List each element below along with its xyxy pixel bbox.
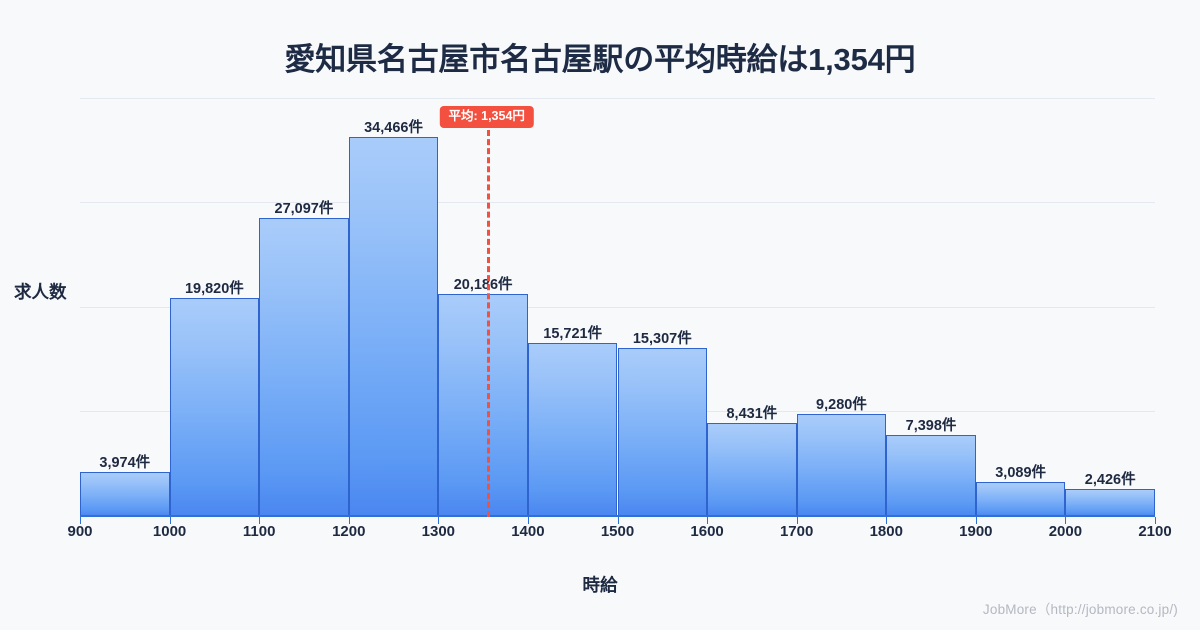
histogram-bar[interactable] <box>975 482 1066 516</box>
histogram-bar[interactable] <box>1065 489 1155 516</box>
x-axis-tick-label: 1600 <box>690 523 724 540</box>
x-axis-tick-mark <box>796 517 798 524</box>
bar-value-label: 15,307件 <box>632 330 692 347</box>
x-axis-tick-label: 1400 <box>511 523 545 540</box>
x-axis-tick-label: 1700 <box>779 523 814 540</box>
gridline <box>80 307 1155 308</box>
x-axis-tick-mark <box>438 517 440 524</box>
x-axis-tick-label: 1100 <box>242 523 276 540</box>
x-axis-tick-mark <box>1155 517 1156 524</box>
bar-value-label: 7,398件 <box>905 417 957 434</box>
x-axis-tick-mark <box>80 517 81 524</box>
average-badge: 平均: 1,354円 <box>439 106 534 128</box>
bar-value-label: 34,466件 <box>364 119 423 136</box>
x-axis-tick-mark <box>527 517 529 524</box>
x-axis-tick-mark <box>617 517 619 524</box>
bar-value-label: 9,280件 <box>816 396 867 413</box>
bar-value-label: 2,426件 <box>1084 472 1136 489</box>
bar-value-label: 19,820件 <box>184 280 244 297</box>
histogram-bar[interactable] <box>169 297 260 516</box>
x-axis-tick-mark <box>886 517 888 524</box>
bar-value-label: 15,721件 <box>543 326 603 343</box>
x-axis-tick-label: 1900 <box>959 523 993 540</box>
histogram-bar[interactable] <box>707 423 797 516</box>
x-axis-tick-label: 1800 <box>869 523 903 540</box>
histogram-bar[interactable] <box>438 293 528 516</box>
bar-value-label: 27,097件 <box>274 200 334 217</box>
histogram-bar[interactable] <box>80 472 170 516</box>
x-axis-tick-mark <box>975 517 977 524</box>
x-axis-tick-label: 1300 <box>421 523 456 540</box>
histogram-bar[interactable] <box>617 347 708 516</box>
x-axis-tick-label: 900 <box>67 523 93 540</box>
x-axis-tick-mark <box>169 517 171 524</box>
histogram-bar[interactable] <box>348 136 439 516</box>
gridline <box>80 98 1155 99</box>
histogram-bar[interactable] <box>527 343 618 516</box>
x-axis-tick-mark <box>707 517 709 524</box>
bar-value-label: 8,431件 <box>726 406 778 423</box>
x-axis-tick-mark <box>259 517 261 524</box>
watermark: JobMore（http://jobmore.co.jp/) <box>982 602 1178 617</box>
average-line <box>486 130 490 517</box>
x-axis-tick-label: 1200 <box>332 523 366 540</box>
x-axis-tick-mark <box>1065 517 1067 524</box>
bar-value-label: 3,089件 <box>995 465 1047 482</box>
x-axis-line <box>80 515 1155 517</box>
x-axis-tick-label: 2000 <box>1048 523 1083 540</box>
histogram-bar[interactable] <box>886 434 976 516</box>
x-axis-tick-label: 1000 <box>152 523 187 540</box>
y-axis-title: 求人数 <box>14 282 67 302</box>
histogram-bar[interactable] <box>796 413 887 516</box>
histogram-bar[interactable] <box>259 217 349 516</box>
gridline <box>80 202 1155 203</box>
x-axis-tick-label: 1500 <box>600 523 635 540</box>
plot-area: 3,974件 19,820件 27,097件 34,466件 20,186件 15,721… <box>80 98 1155 516</box>
chart-title: 愛知県名古屋市名古屋駅の平均時給は1,354円 <box>284 42 916 77</box>
bar-value-label: 3,974件 <box>99 455 151 472</box>
x-axis-tick-label: 2100 <box>1138 523 1172 540</box>
bar-value-label: 20,186件 <box>453 276 513 293</box>
x-axis-title: 時給 <box>582 575 618 595</box>
x-axis-tick-mark <box>348 517 350 524</box>
